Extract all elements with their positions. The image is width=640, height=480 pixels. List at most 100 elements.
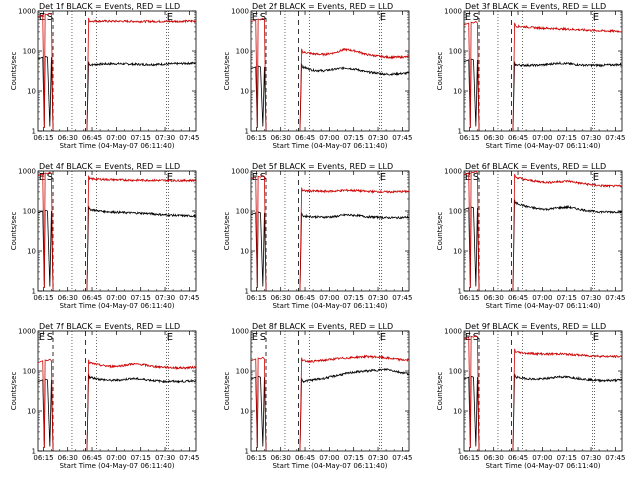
x-tick-label: 06:45	[82, 134, 102, 142]
marker-label-e: E	[465, 12, 471, 23]
marker-label-s: S	[473, 12, 479, 23]
y-tick-label: 10	[27, 248, 36, 256]
plot-frame	[463, 10, 623, 132]
x-tick-label: 07:45	[392, 134, 412, 142]
x-axis-label: Start Time (04-May-07 06:11:40)	[59, 302, 174, 310]
x-tick-label: 06:30	[484, 454, 504, 462]
panel-det-4: Det 4f BLACK = Events, RED = LLD 1 10 100 10…	[10, 162, 199, 310]
panel-title: Det 3f BLACK = Events, RED = LLD	[465, 2, 606, 11]
y-tick-label: 100	[23, 48, 36, 56]
y-tick-label: 1	[458, 128, 462, 136]
x-tick-label: 06:15	[33, 294, 53, 302]
y-axis-label: Counts/sec	[436, 372, 444, 411]
x-tick-label: 07:00	[319, 454, 339, 462]
series-lld-start-trace	[37, 12, 54, 131]
x-tick-label: 07:00	[532, 134, 552, 142]
series-lld-trace	[299, 187, 410, 291]
panel-det-7: Det 7f BLACK = Events, RED = LLD 1 10 100 10…	[10, 322, 199, 470]
x-tick-label: 07:30	[155, 454, 175, 462]
x-tick-label: 06:45	[508, 454, 528, 462]
plot-frame	[250, 10, 410, 132]
series-events-start-trace	[37, 209, 54, 291]
y-tick-label: 10	[27, 408, 36, 416]
x-tick-label: 07:00	[319, 294, 339, 302]
marker-label-e2: E	[593, 172, 599, 183]
y-tick-label: 100	[236, 208, 249, 216]
x-tick-label: 06:30	[58, 134, 78, 142]
series-events-trace	[86, 206, 197, 291]
x-tick-label: 06:30	[484, 294, 504, 302]
x-axis-label: Start Time (04-May-07 06:11:40)	[272, 462, 387, 470]
x-tick-label: 07:30	[155, 134, 175, 142]
y-tick-label: 1	[245, 288, 249, 296]
x-tick-label: 07:15	[344, 294, 364, 302]
x-axis-label: Start Time (04-May-07 06:11:40)	[485, 142, 600, 150]
marker-label-e: E	[252, 12, 258, 23]
x-tick-label: 07:00	[106, 134, 126, 142]
y-axis-label: Counts/sec	[436, 212, 444, 251]
x-tick-label: 07:15	[344, 454, 364, 462]
series-events-start-trace	[37, 378, 54, 451]
x-tick-label: 06:30	[271, 294, 291, 302]
x-tick-label: 06:45	[295, 454, 315, 462]
series-lld-start-trace	[37, 358, 54, 451]
marker-label-e: E	[465, 172, 471, 183]
series-lld-start-trace	[250, 17, 267, 131]
x-tick-label: 06:45	[295, 134, 315, 142]
x-tick-label: 07:15	[557, 134, 577, 142]
marker-label-s: S	[473, 332, 479, 343]
panel-title: Det 4f BLACK = Events, RED = LLD	[39, 162, 180, 171]
series-events-trace	[299, 63, 410, 131]
x-tick-label: 07:30	[368, 134, 388, 142]
y-tick-label: 10	[453, 408, 462, 416]
panel-title: Det 1f BLACK = Events, RED = LLD	[39, 2, 180, 11]
marker-label-e2: E	[380, 172, 386, 183]
y-tick-label: 1	[32, 128, 36, 136]
x-tick-label: 06:30	[271, 454, 291, 462]
y-tick-label: 10	[453, 248, 462, 256]
y-tick-label: 10	[27, 88, 36, 96]
series-lld-start-trace	[463, 170, 480, 291]
y-tick-label: 1000	[444, 328, 462, 336]
x-tick-label: 07:30	[581, 134, 601, 142]
x-tick-label: 07:15	[131, 134, 151, 142]
series-events-trace	[512, 61, 623, 131]
x-tick-label: 07:30	[368, 454, 388, 462]
x-tick-label: 07:00	[532, 454, 552, 462]
x-tick-label: 07:15	[557, 454, 577, 462]
plot-frame	[463, 330, 623, 452]
series-events-trace	[299, 368, 410, 451]
series-lld-start-trace	[463, 335, 480, 451]
panel-det-9: Det 9f BLACK = Events, RED = LLD 1 10 100 10…	[436, 322, 625, 470]
x-axis-label: Start Time (04-May-07 06:11:40)	[485, 462, 600, 470]
x-tick-label: 06:15	[33, 134, 53, 142]
y-axis-label: Counts/sec	[436, 52, 444, 91]
x-tick-label: 07:15	[131, 294, 151, 302]
series-lld-start-trace	[37, 171, 54, 291]
x-tick-label: 06:30	[58, 454, 78, 462]
x-tick-label: 06:15	[246, 134, 266, 142]
x-tick-label: 06:30	[58, 294, 78, 302]
y-axis-label: Counts/sec	[10, 372, 18, 411]
marker-label-e2: E	[593, 12, 599, 23]
y-tick-label: 1000	[18, 328, 36, 336]
series-events-start-trace	[463, 206, 480, 291]
y-tick-label: 100	[449, 368, 462, 376]
marker-label-s: S	[260, 172, 266, 183]
panel-title: Det 5f BLACK = Events, RED = LLD	[252, 162, 393, 171]
series-events-start-trace	[463, 58, 480, 131]
series-lld-start-trace	[463, 20, 480, 131]
marker-label-e2: E	[380, 12, 386, 23]
marker-label-e2: E	[593, 332, 599, 343]
y-tick-label: 1000	[231, 328, 249, 336]
marker-label-e2: E	[167, 332, 173, 343]
series-lld-start-trace	[250, 175, 267, 291]
panel-title: Det 6f BLACK = Events, RED = LLD	[465, 162, 606, 171]
x-tick-label: 07:30	[581, 294, 601, 302]
y-axis-label: Counts/sec	[223, 212, 231, 251]
series-events-start-trace	[463, 375, 480, 451]
series-lld-trace	[512, 22, 623, 131]
x-tick-label: 07:30	[581, 454, 601, 462]
x-tick-label: 07:30	[155, 294, 175, 302]
y-tick-label: 1	[245, 128, 249, 136]
